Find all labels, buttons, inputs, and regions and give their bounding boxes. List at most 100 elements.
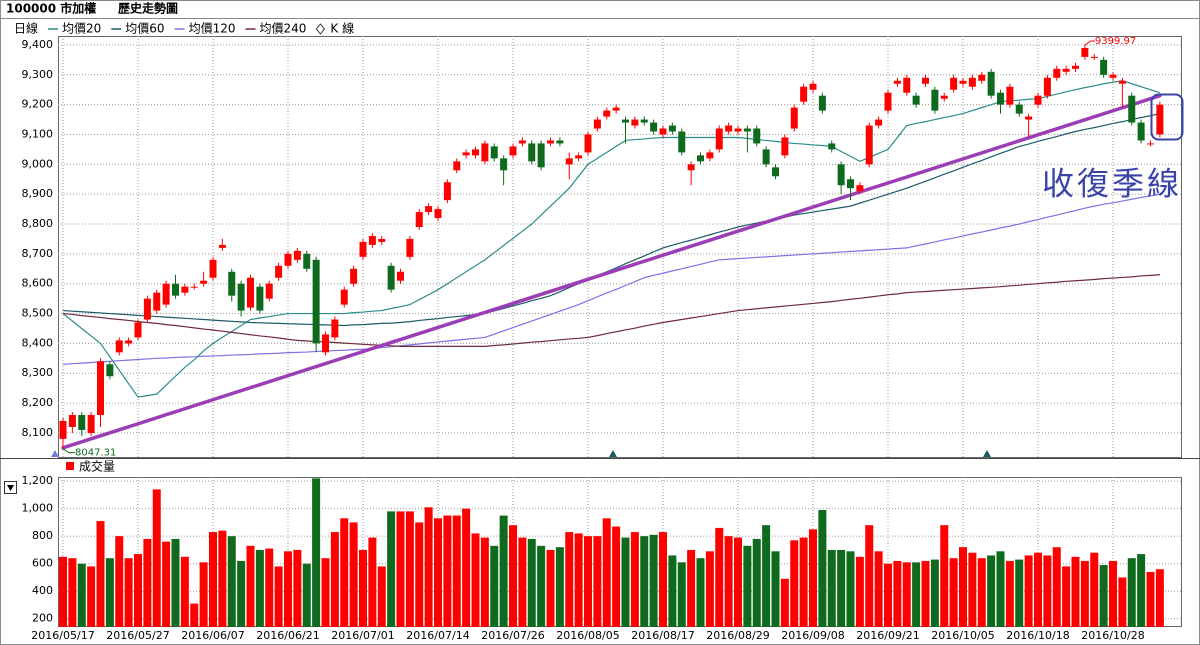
x-tick-label: 2016/08/17 <box>631 629 694 642</box>
volume-bar <box>602 518 611 627</box>
chart-title: 100000 市加權 <box>6 1 96 16</box>
candle-body <box>434 209 442 219</box>
candle-body <box>153 292 161 311</box>
candle-body <box>875 119 883 126</box>
candle-body <box>697 155 704 162</box>
volume-bar <box>809 529 817 627</box>
x-tick-label: 2016/06/21 <box>256 629 319 642</box>
candle-body <box>940 95 948 99</box>
candle-body <box>640 119 648 123</box>
y-tick-label: 1,000 <box>22 502 54 515</box>
y-tick-label: 8,300 <box>22 366 54 379</box>
volume-bar <box>780 578 789 627</box>
candle-body <box>856 185 864 192</box>
candle-body <box>622 119 629 123</box>
volume-bar <box>574 533 583 627</box>
volume-bar <box>584 536 592 627</box>
volume-bar <box>930 559 939 627</box>
candle-body <box>481 143 489 162</box>
volume-bar <box>218 530 227 627</box>
marks: 8,100 8,200 8,300 8,400 8,500 8,600 8,700 8,800… <box>14 21 1182 642</box>
candle-body <box>734 128 742 132</box>
candle-body <box>162 283 170 305</box>
candle-body <box>322 334 329 353</box>
volume-bar <box>1146 571 1155 627</box>
volume-bar <box>452 515 461 627</box>
volume-bar <box>630 532 639 627</box>
volume-bar <box>902 562 911 627</box>
y-tick-label: 8,500 <box>22 307 54 320</box>
volume-bar <box>715 527 724 627</box>
volume-bar <box>790 540 799 627</box>
candle-body <box>715 128 723 150</box>
candle-body <box>997 92 1004 105</box>
legend-candle-icon <box>315 23 326 35</box>
candle-body <box>275 265 283 278</box>
candle-body <box>125 340 133 344</box>
candle-body <box>631 119 639 126</box>
volume-bar <box>237 560 246 627</box>
x-tick-label: 2016/07/01 <box>331 629 394 642</box>
highlight-box <box>1150 93 1184 141</box>
candle-body <box>1043 77 1051 96</box>
volume-bar <box>537 545 546 627</box>
candle-body <box>237 283 245 311</box>
y-tick-label: 600 <box>32 557 53 570</box>
y-tick-label: 8,800 <box>22 217 54 230</box>
candle-body <box>415 212 423 228</box>
candle-body <box>893 80 901 84</box>
candle-body <box>1062 68 1070 72</box>
candle-body <box>359 241 367 257</box>
candle-body <box>800 86 808 102</box>
legend-entry: 均價20 <box>62 22 101 36</box>
volume-bar <box>68 558 77 627</box>
volume-bar <box>349 522 358 627</box>
y-tick-label: 8,400 <box>22 336 54 349</box>
volume-bar <box>1155 569 1164 627</box>
candle-body <box>190 286 198 288</box>
volume-bar <box>593 536 602 627</box>
signal-marker <box>983 450 991 457</box>
candle-body <box>659 128 667 135</box>
x-tick-label: 2016/10/05 <box>931 629 994 642</box>
x-tick-label: 2016/09/21 <box>856 629 919 642</box>
candle-body <box>472 149 479 156</box>
volume-bar <box>752 538 761 627</box>
y-tick-label: 9,300 <box>22 68 54 81</box>
candle-body <box>1100 59 1108 75</box>
candle-body <box>87 415 95 433</box>
volume-bar <box>762 525 771 627</box>
volume-bar <box>771 551 780 627</box>
candle-body <box>603 110 611 117</box>
volume-bar <box>1080 560 1089 627</box>
volume-bar <box>284 551 292 627</box>
volume-bar <box>912 562 921 627</box>
candle-body <box>284 253 292 266</box>
ma-line <box>62 274 1160 347</box>
candle-body <box>425 206 433 213</box>
volume-bar <box>968 552 977 627</box>
panel-menu-icon <box>7 485 14 491</box>
volume-bar <box>827 549 836 627</box>
volume-bar <box>180 556 189 627</box>
candle-body <box>331 319 339 338</box>
candle-body <box>847 179 854 189</box>
y-tick-label: 8,600 <box>22 277 54 290</box>
volume-bar <box>152 489 161 627</box>
candle-body <box>1081 47 1089 57</box>
volume-bar <box>96 521 105 627</box>
candle-body <box>265 283 273 299</box>
volume-bar <box>434 518 442 627</box>
candle-body <box>115 340 123 353</box>
volume-bar <box>546 549 555 627</box>
candle-body <box>500 158 508 171</box>
candle-body <box>350 268 358 284</box>
candle-body <box>134 322 142 338</box>
volume-bar <box>368 537 377 627</box>
candle-body <box>397 271 404 281</box>
x-tick-label: 2016/05/27 <box>106 629 169 642</box>
volume-bar <box>1005 560 1014 627</box>
candle-body <box>1025 116 1033 120</box>
x-tick-label: 2016/07/26 <box>481 629 544 642</box>
candle-body <box>340 289 348 305</box>
